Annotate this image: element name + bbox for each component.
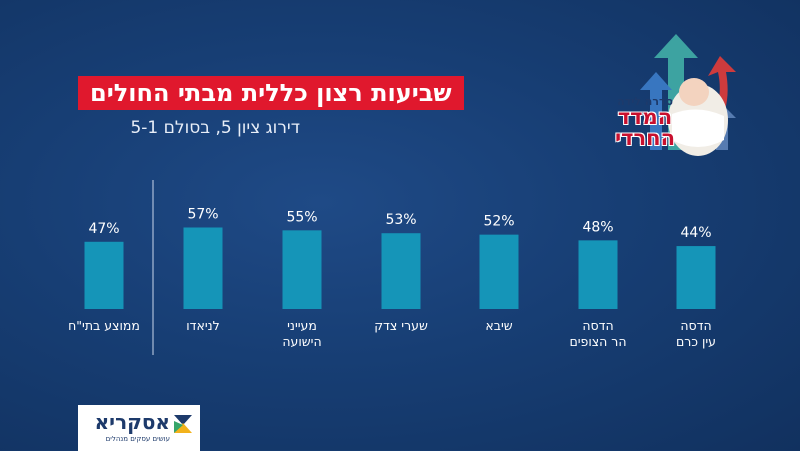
value-label-6: 44% xyxy=(680,225,711,241)
bar-0 xyxy=(84,241,124,309)
category-label-4-0: שיבא xyxy=(485,318,512,333)
value-label-1: 57% xyxy=(187,206,218,222)
category-label-2-1: הישועה xyxy=(282,334,321,349)
category-label-3-0: שערי צדק xyxy=(374,318,428,333)
company-logo: אסקריא עושים עסקים מנהלים xyxy=(78,405,200,451)
series-badge-graphic xyxy=(598,30,748,169)
value-label-3: 53% xyxy=(385,212,416,228)
logo-mark-icon xyxy=(174,415,192,433)
category-label-5-1: הר הצופים xyxy=(569,334,626,349)
bar-1 xyxy=(183,227,223,309)
value-label-5: 48% xyxy=(582,219,613,235)
bar-2 xyxy=(282,230,322,309)
chart-title: שביעות רצון כללית מבתי החולים xyxy=(78,76,464,110)
bar-3 xyxy=(381,233,421,309)
bar-4 xyxy=(479,234,519,309)
bar-6 xyxy=(676,246,716,309)
category-label-6-0: הדסה xyxy=(680,318,711,333)
value-label-2: 55% xyxy=(286,209,317,225)
logo-tagline: עושים עסקים מנהלים xyxy=(105,435,170,443)
category-label-2-0: מעייני xyxy=(287,318,317,333)
value-label-0: 47% xyxy=(88,221,119,237)
category-label-5-0: הדסה xyxy=(582,318,613,333)
category-label-0-0: ממוצע בתי"ח xyxy=(68,318,140,333)
value-label-4: 52% xyxy=(483,214,514,230)
logo-name: אסקריא xyxy=(94,410,170,434)
series-badge-text: סדרה לידה המדד החרדי xyxy=(614,95,676,150)
category-label-6-1: עין כרם xyxy=(676,334,716,349)
bar-5 xyxy=(578,240,618,309)
chart-subtitle: דירוג ציון 5, בסולם 5-1 xyxy=(130,118,300,138)
category-label-1-0: לניאדו xyxy=(186,318,220,333)
